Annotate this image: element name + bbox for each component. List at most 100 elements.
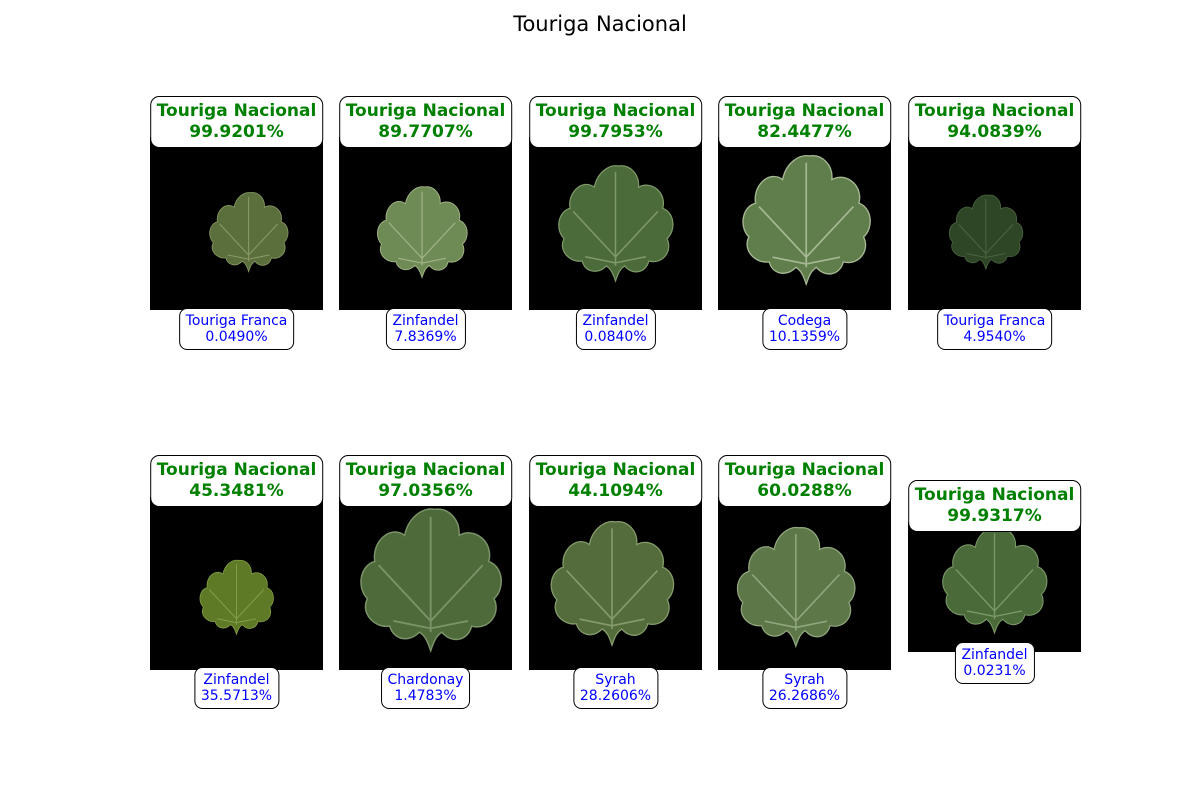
- leaf-image: [150, 497, 323, 670]
- top-prediction-box: Touriga Nacional 99.9201%: [149, 96, 324, 148]
- top-prediction-label: Touriga Nacional: [724, 101, 885, 121]
- second-prediction-score: 0.0490%: [205, 329, 268, 345]
- top-prediction-label: Touriga Nacional: [156, 460, 317, 480]
- second-prediction-box: Syrah 26.2686%: [761, 667, 848, 709]
- leaf-vein: [579, 618, 613, 627]
- leaf-vein: [985, 224, 1014, 254]
- second-prediction-score: 28.2606%: [579, 688, 652, 704]
- leaf-vein: [958, 224, 987, 254]
- leaf-vein: [248, 223, 279, 256]
- top-prediction-label: Touriga Nacional: [914, 101, 1075, 121]
- leaf-vein: [430, 620, 469, 630]
- leaf-vein: [955, 568, 996, 612]
- second-prediction-score: 1.4783%: [394, 688, 457, 704]
- leaf-vein: [966, 253, 986, 258]
- second-prediction-label: Codega: [777, 313, 832, 329]
- second-prediction-box: Syrah 28.2606%: [572, 667, 659, 709]
- leaf-image: [908, 522, 1081, 652]
- leaf-vein: [388, 222, 423, 259]
- top-prediction-score: 99.7953%: [568, 122, 663, 142]
- leaf-vein: [377, 564, 432, 622]
- leaf-vein: [421, 222, 456, 259]
- top-prediction-box: Touriga Nacional 99.9317%: [907, 480, 1082, 532]
- top-prediction-box: Touriga Nacional 94.0839%: [907, 96, 1082, 148]
- leaf-vein: [208, 589, 237, 620]
- second-prediction-box: Touriga Franca 4.9540%: [936, 308, 1053, 350]
- leaf-vein: [566, 569, 613, 620]
- top-prediction-score: 82.4477%: [757, 122, 852, 142]
- leaf-vein: [795, 620, 828, 629]
- top-prediction-label: Touriga Nacional: [535, 101, 696, 121]
- leaf-vein: [219, 223, 249, 256]
- leaf-vein: [236, 589, 265, 620]
- top-prediction-label: Touriga Nacional: [535, 460, 696, 480]
- leaf-vein: [398, 257, 423, 264]
- leaf-image: [339, 497, 512, 670]
- second-prediction-label: Touriga Franca: [943, 313, 1046, 329]
- second-prediction-label: Syrah: [595, 672, 636, 688]
- second-prediction-score: 0.0840%: [584, 329, 647, 345]
- second-prediction-score: 26.2686%: [768, 688, 841, 704]
- top-prediction-score: 94.0839%: [947, 122, 1042, 142]
- top-prediction-score: 45.3481%: [189, 481, 284, 501]
- leaf-image: [150, 137, 323, 310]
- leaf-vein: [227, 254, 249, 260]
- top-prediction-score: 99.9201%: [189, 122, 284, 142]
- second-prediction-box: Zinfandel 35.5713%: [193, 667, 280, 709]
- top-prediction-label: Touriga Nacional: [345, 460, 506, 480]
- leaf-vein: [611, 618, 645, 627]
- top-prediction-box: Touriga Nacional 97.0356%: [338, 455, 513, 507]
- top-prediction-box: Touriga Nacional 99.7953%: [528, 96, 703, 148]
- second-prediction-label: Chardonay: [387, 672, 464, 688]
- leaf-vein: [430, 564, 484, 622]
- leaf-vein: [216, 618, 237, 624]
- leaf-vein: [611, 569, 659, 620]
- leaf-vein: [764, 620, 797, 629]
- top-prediction-score: 97.0356%: [378, 481, 473, 501]
- second-prediction-score: 35.5713%: [200, 688, 273, 704]
- second-prediction-score: 4.9540%: [963, 329, 1026, 345]
- leaf-image: [529, 497, 702, 670]
- leaf-image: [339, 137, 512, 310]
- second-prediction-score: 0.0231%: [963, 663, 1026, 679]
- leaf-vein: [421, 257, 446, 264]
- second-prediction-score: 10.1359%: [768, 329, 841, 345]
- leaf-vein: [993, 568, 1034, 612]
- top-prediction-box: Touriga Nacional 45.3481%: [149, 455, 324, 507]
- leaf-vein: [795, 573, 841, 622]
- top-prediction-label: Touriga Nacional: [724, 460, 885, 480]
- leaf-vein: [966, 610, 995, 618]
- leaf-vein: [758, 205, 807, 258]
- leaf-vein: [572, 210, 617, 258]
- top-prediction-box: Touriga Nacional 82.4477%: [717, 96, 892, 148]
- leaf-vein: [248, 254, 270, 260]
- top-prediction-score: 99.9317%: [947, 506, 1042, 526]
- leaf-image: [718, 137, 891, 310]
- leaf-vein: [585, 256, 616, 264]
- top-prediction-label: Touriga Nacional: [345, 101, 506, 121]
- second-prediction-box: Codega 10.1359%: [761, 308, 848, 350]
- second-prediction-label: Syrah: [784, 672, 825, 688]
- second-prediction-label: Zinfandel: [961, 647, 1028, 663]
- second-prediction-box: Chardonay 1.4783%: [380, 667, 471, 709]
- leaf-image: [529, 137, 702, 310]
- second-prediction-label: Zinfandel: [582, 313, 649, 329]
- leaf-vein: [985, 253, 1006, 258]
- figure-title: Touriga Nacional: [513, 12, 687, 36]
- leaf-vein: [772, 256, 807, 265]
- top-prediction-box: Touriga Nacional 44.1094%: [528, 455, 703, 507]
- top-prediction-box: Touriga Nacional 60.0288%: [717, 455, 892, 507]
- second-prediction-label: Zinfandel: [392, 313, 459, 329]
- second-prediction-label: Zinfandel: [203, 672, 270, 688]
- leaf-vein: [806, 256, 841, 265]
- second-prediction-score: 7.8369%: [394, 329, 457, 345]
- leaf-vein: [236, 618, 257, 624]
- second-prediction-label: Touriga Franca: [185, 313, 288, 329]
- top-prediction-box: Touriga Nacional 89.7707%: [338, 96, 513, 148]
- leaf-image: [718, 497, 891, 670]
- second-prediction-box: Zinfandel 0.0231%: [954, 642, 1035, 684]
- top-prediction-score: 89.7707%: [378, 122, 473, 142]
- leaf-vein: [393, 620, 431, 630]
- top-prediction-label: Touriga Nacional: [914, 485, 1075, 505]
